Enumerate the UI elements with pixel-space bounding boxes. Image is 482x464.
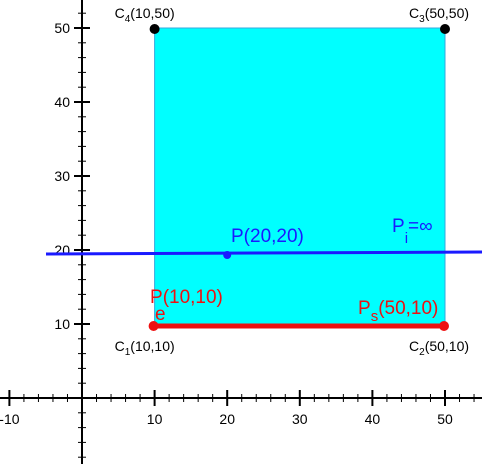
- y-tick-label: 50: [54, 20, 70, 36]
- x-tick-label: 40: [365, 411, 381, 427]
- corner-subscript: 4: [125, 14, 131, 25]
- point-p-label: P(20,20): [231, 226, 304, 247]
- point-pe: [148, 321, 159, 331]
- corner-c4-label: C4(10,50): [115, 5, 175, 25]
- corner-subscript: 2: [419, 347, 425, 358]
- point-p: [223, 251, 232, 259]
- infinite-line-p: [45, 250, 482, 256]
- point-pe-label: P(10,10): [150, 287, 223, 308]
- x-tick-label: -10: [0, 411, 20, 427]
- corner-base: C: [115, 338, 125, 354]
- y-tick-label: 10: [54, 316, 70, 332]
- y-tick-label: 20: [54, 242, 70, 258]
- ps-subscript: s: [371, 308, 379, 325]
- point-ps: [439, 321, 449, 331]
- corner-subscript: 3: [419, 14, 425, 25]
- ps-coords: (50,10): [378, 298, 438, 319]
- corner-coords: (50,10): [425, 338, 469, 354]
- corner-c4-dot: [149, 24, 160, 34]
- corner-c2-label: C2(50,10): [409, 338, 469, 358]
- p-infinity-value: =∞: [408, 216, 433, 237]
- x-tick-label: 20: [219, 411, 235, 427]
- x-tick-label: 50: [437, 411, 453, 427]
- corner-c1-label: C1(10,10): [115, 338, 175, 358]
- corner-base: C: [409, 5, 419, 21]
- corner-base: C: [115, 5, 125, 21]
- pe-base: P: [150, 287, 163, 308]
- corner-coords: (10,50): [130, 5, 174, 21]
- y-tick-label: 30: [54, 168, 70, 184]
- ps-base: P: [358, 298, 371, 319]
- point-ps-label: Ps(50,10): [358, 298, 438, 325]
- corner-subscript: 1: [125, 347, 131, 358]
- square-region: [154, 27, 446, 325]
- corner-base: C: [409, 338, 419, 354]
- corner-coords: (10,10): [130, 338, 174, 354]
- x-tick-label: 30: [292, 411, 308, 427]
- p-infinity-base: P: [392, 216, 405, 237]
- y-tick-label: 40: [54, 94, 70, 110]
- pe-coords: (10,10): [163, 287, 223, 308]
- corner-coords: (50,50): [425, 5, 469, 21]
- corner-c3-label: C3(50,50): [409, 5, 469, 25]
- corner-c3-dot: [440, 24, 450, 34]
- square-corners: C1(10,10) C2(50,10)C3(50,50)C4(10,50): [115, 5, 469, 358]
- p-infinity-label: Pi=∞: [392, 216, 433, 247]
- pe-subscript: e: [155, 304, 166, 325]
- p-infinity-subscript: i: [405, 230, 408, 247]
- x-axis-ticks: -10 10 20 30 40 50: [0, 390, 475, 427]
- x-tick-label: 10: [147, 411, 163, 427]
